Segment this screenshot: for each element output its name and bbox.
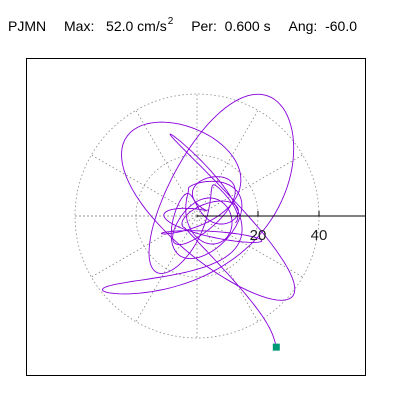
end-point-marker: [272, 343, 280, 351]
grid-spoke-300: [196, 215, 259, 322]
max-value: 52.0 cm/s: [106, 18, 167, 34]
period-value: 0.600 s: [224, 18, 271, 34]
angle-value: -60.0: [325, 18, 357, 34]
axis-tick-label-40: 40: [311, 227, 328, 244]
header-bar: PJMN Max: 52.0 cm/s2 Per: 0.600 s Ang: -…: [8, 16, 357, 40]
station-code: PJMN: [8, 18, 47, 34]
motion-trace-group: [101, 93, 296, 348]
radial-axis: 20 40: [197, 211, 365, 244]
grid-spoke-150: [91, 154, 198, 217]
max-label: Max:: [64, 18, 95, 34]
axis-tick-label-20: 20: [250, 227, 267, 244]
plot-frame: [26, 58, 366, 376]
grid-spoke-30: [196, 154, 303, 217]
grid-spoke-210: [91, 215, 198, 278]
grid-spoke-240: [135, 215, 198, 322]
motion-trace: [101, 93, 296, 348]
angle-label: Ang:: [288, 18, 318, 34]
max-unit-exponent: 2: [167, 16, 174, 27]
end-marker-group: [272, 343, 280, 351]
period-label: Per:: [191, 18, 217, 34]
grid-spoke-330: [196, 215, 303, 278]
